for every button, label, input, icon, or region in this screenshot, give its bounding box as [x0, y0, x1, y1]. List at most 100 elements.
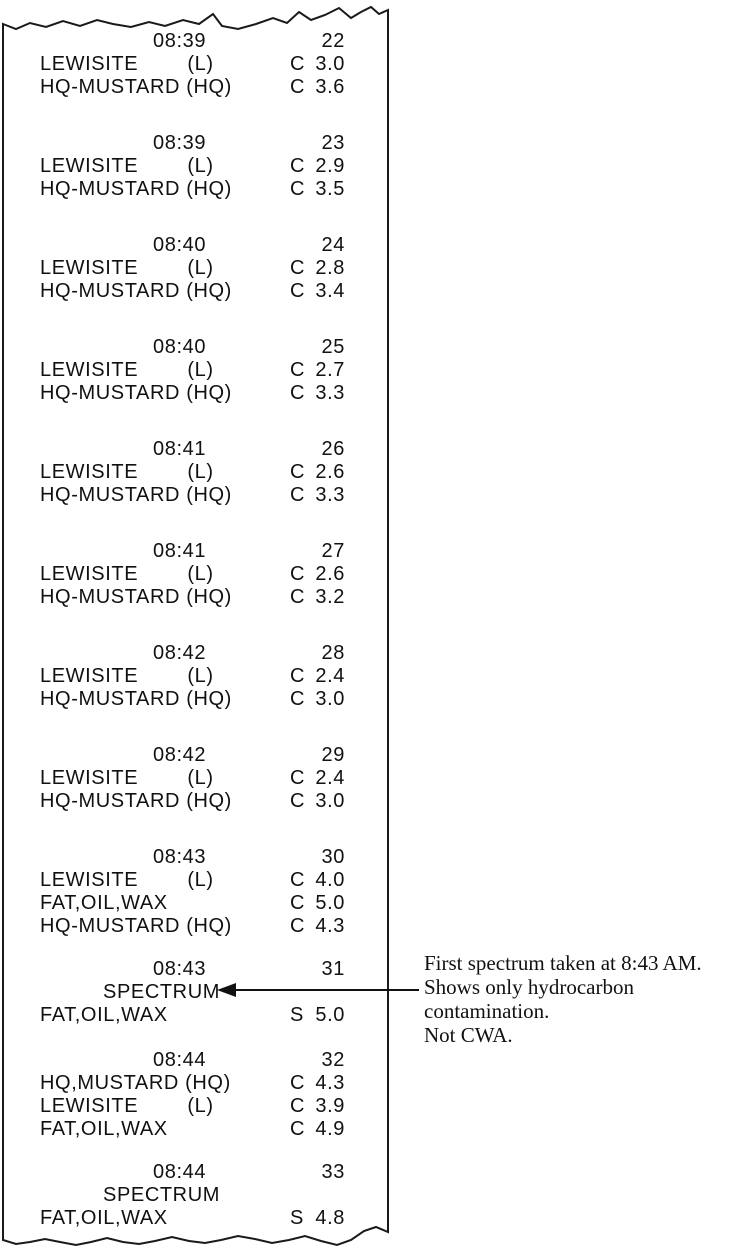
spectrum-row: SPECTRUM	[40, 981, 387, 1004]
reading-flag: C	[290, 178, 306, 200]
agent-label: HQ-MUSTARD (HQ)	[40, 915, 232, 937]
spectrum-label: SPECTRUM	[103, 981, 221, 1003]
agent-label: FAT,OIL,WAX	[40, 1118, 168, 1140]
reading-row: FAT,OIL,WAX C 5.0	[40, 892, 387, 915]
agent-label: HQ-MUSTARD (HQ)	[40, 76, 232, 98]
reading-flag: C	[290, 665, 306, 687]
reading-value: 4.3	[315, 1072, 345, 1094]
printout-entry: 08:40 25 LEWISITE (L) C 2.7 HQ-MUSTARD (HQ) C 3…	[3, 336, 387, 405]
printout-entry: 08:39 22 LEWISITE (L) C 3.0 HQ-MUSTARD (HQ) C 3…	[3, 30, 387, 99]
entry-header-row: 08:41 26	[40, 438, 387, 461]
entry-time: 08:44	[153, 1049, 207, 1071]
annotation-line: Not CWA.	[424, 1023, 513, 1047]
reading-row: HQ-MUSTARD (HQ) C 3.5	[40, 178, 387, 201]
reading-value: 3.3	[315, 382, 345, 404]
callout-arrow-line	[235, 989, 419, 991]
reading-value: 4.9	[315, 1118, 345, 1140]
reading-value: 2.4	[315, 665, 345, 687]
torn-paper-edge-path	[2, 5, 389, 1247]
reading-flag: C	[290, 76, 306, 98]
reading-row: LEWISITE (L) C 3.9	[40, 1095, 387, 1118]
reading-row: FAT,OIL,WAX S 4.8	[40, 1207, 387, 1230]
printout-entry: 08:41 26 LEWISITE (L) C 2.6 HQ-MUSTARD (HQ) C 3…	[3, 438, 387, 507]
reading-flag: S	[290, 1004, 304, 1026]
entry-number: 27	[321, 540, 345, 562]
reading-flag: C	[290, 359, 306, 381]
annotation-note: First spectrum taken at 8:43 AM. Shows on…	[424, 951, 743, 1047]
reading-value: 3.2	[315, 586, 345, 608]
entry-header-row: 08:43 31	[40, 958, 387, 981]
reading-row: HQ-MUSTARD (HQ) C 3.0	[40, 688, 387, 711]
entry-header-row: 08:41 27	[40, 540, 387, 563]
reading-row: FAT,OIL,WAX S 5.0	[40, 1004, 387, 1027]
printout-entry: 08:41 27 LEWISITE (L) C 2.6 HQ-MUSTARD (HQ) C 3…	[3, 540, 387, 609]
agent-label: HQ-MUSTARD (HQ)	[40, 382, 232, 404]
entry-time: 08:42	[153, 744, 207, 766]
entry-header-row: 08:39 22	[40, 30, 387, 53]
reading-flag: C	[290, 586, 306, 608]
reading-value: 3.4	[315, 280, 345, 302]
entry-header-row: 08:42 28	[40, 642, 387, 665]
reading-value: 2.6	[315, 461, 345, 483]
agent-label: LEWISITE (L)	[40, 665, 214, 687]
entry-number: 24	[321, 234, 345, 256]
reading-row: LEWISITE (L) C 2.6	[40, 461, 387, 484]
reading-value: 2.8	[315, 257, 345, 279]
agent-label: LEWISITE (L)	[40, 53, 214, 75]
callout-arrowhead-icon	[217, 983, 236, 997]
printout-entry: 08:40 24 LEWISITE (L) C 2.8 HQ-MUSTARD (HQ) C 3…	[3, 234, 387, 303]
reading-value: 5.0	[315, 1004, 345, 1026]
annotation-line: Shows only hydrocarbon	[424, 975, 634, 999]
reading-row: HQ-MUSTARD (HQ) C 3.0	[40, 790, 387, 813]
reading-value: 4.0	[315, 869, 345, 891]
reading-value: 5.0	[315, 892, 345, 914]
reading-row: LEWISITE (L) C 2.4	[40, 767, 387, 790]
entry-header-row: 08:44 33	[40, 1161, 387, 1184]
spectrum-row: SPECTRUM	[40, 1184, 387, 1207]
printout-entry: 08:44 33 SPECTRUM FAT,OIL,WAX S 4.8	[3, 1161, 387, 1230]
entry-time: 08:41	[153, 540, 207, 562]
agent-label: HQ,MUSTARD (HQ)	[40, 1072, 231, 1094]
reading-flag: C	[290, 53, 306, 75]
printout-entry: 08:42 29 LEWISITE (L) C 2.4 HQ-MUSTARD (HQ) C 3…	[3, 744, 387, 813]
entry-header-row: 08:42 29	[40, 744, 387, 767]
entry-number: 25	[321, 336, 345, 358]
annotation-line: contamination.	[424, 999, 550, 1023]
printout-entry: 08:43 31 SPECTRUM FAT,OIL,WAX S 5.0	[3, 958, 387, 1027]
agent-label: LEWISITE (L)	[40, 257, 214, 279]
printout-entry: 08:43 30 LEWISITE (L) C 4.0 FAT,OIL,WAX C 5.0 HQ…	[3, 846, 387, 938]
reading-flag: C	[290, 484, 306, 506]
reading-row: HQ-MUSTARD (HQ) C 3.3	[40, 484, 387, 507]
entry-number: 33	[321, 1161, 345, 1183]
reading-row: HQ,MUSTARD (HQ) C 4.3	[40, 1072, 387, 1095]
reading-flag: C	[290, 257, 306, 279]
entry-time: 08:43	[153, 846, 207, 868]
reading-flag: C	[290, 869, 306, 891]
reading-value: 3.9	[315, 1095, 345, 1117]
entry-number: 30	[321, 846, 345, 868]
agent-label: HQ-MUSTARD (HQ)	[40, 178, 232, 200]
agent-label: FAT,OIL,WAX	[40, 1004, 168, 1026]
printout-entry: 08:44 32 HQ,MUSTARD (HQ) C 4.3 LEWISITE (L) C 3…	[3, 1049, 387, 1141]
agent-label: HQ-MUSTARD (HQ)	[40, 484, 232, 506]
entry-number: 23	[321, 132, 345, 154]
reading-flag: C	[290, 892, 306, 914]
reading-flag: C	[290, 1095, 306, 1117]
entry-time: 08:44	[153, 1161, 207, 1183]
agent-label: LEWISITE (L)	[40, 1095, 214, 1117]
agent-label: FAT,OIL,WAX	[40, 892, 168, 914]
reading-flag: C	[290, 155, 306, 177]
reading-row: HQ-MUSTARD (HQ) C 3.3	[40, 382, 387, 405]
reading-flag: C	[290, 790, 306, 812]
entry-time: 08:43	[153, 958, 207, 980]
printout-entries: 08:39 22 LEWISITE (L) C 3.0 HQ-MUSTARD (HQ) C 3…	[3, 30, 387, 1230]
reading-value: 3.0	[315, 790, 345, 812]
agent-label: LEWISITE (L)	[40, 767, 214, 789]
agent-label: LEWISITE (L)	[40, 563, 214, 585]
reading-row: HQ-MUSTARD (HQ) C 3.6	[40, 76, 387, 99]
reading-row: LEWISITE (L) C 2.4	[40, 665, 387, 688]
entry-header-row: 08:40 25	[40, 336, 387, 359]
reading-row: LEWISITE (L) C 2.9	[40, 155, 387, 178]
reading-value: 4.8	[315, 1207, 345, 1229]
reading-value: 3.6	[315, 76, 345, 98]
